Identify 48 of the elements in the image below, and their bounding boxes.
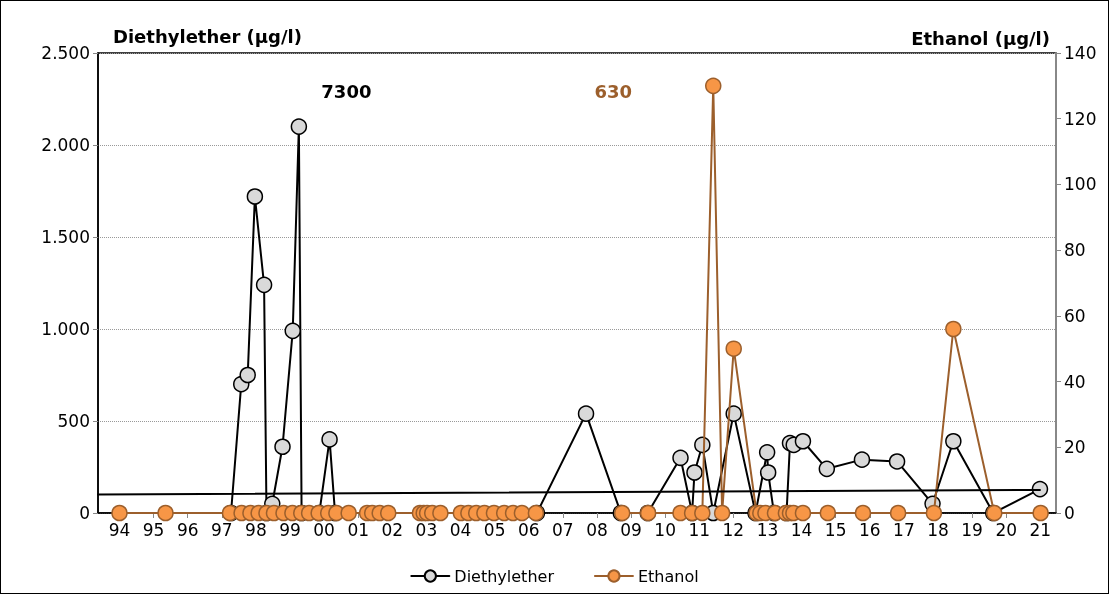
x-tick-label: 00	[313, 519, 335, 540]
x-tick-label: 97	[210, 519, 233, 540]
y2-tick-label: 0	[1064, 503, 1075, 523]
legend-label: Diethylether	[454, 566, 555, 586]
y2-axis-title: Ethanol (µg/l)	[911, 27, 1051, 49]
x-tick-label: 20	[995, 519, 1018, 540]
x-tick-label: 96	[176, 519, 199, 540]
x-tick-label: 16	[858, 519, 881, 540]
annotation: 7300	[321, 80, 372, 102]
x-tick-label: 94	[108, 519, 131, 540]
x-tick-label: 01	[347, 519, 370, 540]
y2-tick-label: 20	[1064, 437, 1086, 458]
x-tick-label: 21	[1029, 519, 1052, 540]
x-tick-label: 12	[722, 519, 745, 540]
y2-tick-label: 80	[1064, 240, 1086, 261]
y-tick-label: 2.500	[41, 43, 90, 63]
y2-tick-label: 100	[1064, 174, 1097, 195]
x-tick-label: 05	[483, 519, 506, 540]
annotation: 630	[594, 80, 633, 102]
y-tick-label: 1.500	[41, 227, 90, 247]
y-tick-label: 500	[57, 411, 90, 431]
x-tick-label: 06	[517, 519, 540, 540]
x-tick-label: 19	[961, 519, 983, 540]
x-tick-label: 03	[415, 519, 438, 540]
y2-tick-label: 120	[1064, 108, 1097, 129]
x-tick-label: 11	[688, 519, 711, 540]
x-tick-label: 18	[927, 519, 949, 540]
y2-tick-label: 40	[1064, 371, 1086, 392]
x-tick-label: 08	[586, 519, 608, 540]
y-tick-label: 1.000	[41, 319, 90, 339]
x-tick-label: 98	[245, 519, 267, 540]
x-tick-label: 15	[824, 519, 847, 540]
x-tick-label: 95	[142, 519, 165, 540]
x-tick-label: 10	[654, 519, 676, 540]
y2-tick-label: 60	[1064, 305, 1086, 326]
y-axis-title: Diethylether (µg/l)	[113, 25, 302, 47]
y2-tick-label: 140	[1064, 43, 1097, 63]
x-tick-label: 14	[790, 519, 813, 540]
x-tick-label: 17	[893, 519, 915, 540]
x-tick-label: 02	[381, 519, 404, 540]
y-tick-label: 0	[79, 503, 90, 523]
x-tick-label: 07	[552, 519, 574, 540]
y-tick-label: 2.000	[41, 135, 90, 155]
legend-label: Ethanol	[637, 566, 699, 586]
x-tick-label: 04	[449, 519, 472, 540]
x-tick-label: 09	[620, 519, 642, 540]
x-tick-label: 99	[279, 519, 301, 540]
x-tick-label: 13	[756, 519, 779, 540]
